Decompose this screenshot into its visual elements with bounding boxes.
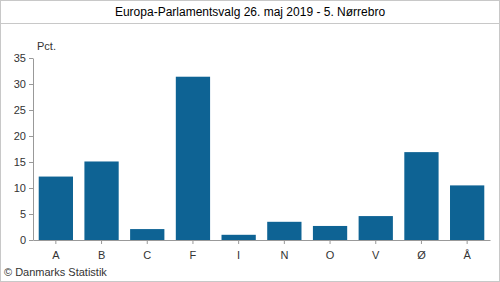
x-tick-label: V (372, 249, 380, 261)
y-axis-title: Pct. (37, 40, 56, 52)
y-tick: 35 (14, 52, 33, 64)
x-tick: O (326, 240, 335, 261)
x-tick-mark (467, 240, 468, 244)
x-tick-label: A (52, 249, 60, 261)
y-tick: 20 (14, 130, 33, 142)
x-tick-mark (101, 240, 102, 244)
y-tick-mark (29, 136, 33, 137)
y-tick-label: 0 (20, 234, 26, 246)
title-rule (0, 23, 500, 24)
x-tick-mark (421, 240, 422, 244)
bar (39, 177, 73, 240)
x-tick: C (143, 240, 151, 261)
y-tick: 5 (20, 208, 33, 220)
x-tick-label: B (98, 249, 105, 261)
x-tick: B (98, 240, 105, 261)
bar (313, 226, 347, 240)
x-tick: I (237, 240, 240, 261)
y-tick-mark (29, 240, 33, 241)
plot: 0 5 10 15 20 25 30 35 A B C F I N O V Ø Å (14, 52, 491, 261)
bar (404, 152, 438, 240)
y-axis: 0 5 10 15 20 25 30 35 (14, 52, 34, 246)
x-tick-label: C (143, 249, 151, 261)
x-tick: A (52, 240, 60, 261)
y-tick-label: 20 (14, 130, 26, 142)
x-tick-label: F (190, 249, 197, 261)
y-tick-label: 35 (14, 52, 26, 64)
bar (359, 216, 393, 240)
bar (176, 77, 210, 240)
bar (130, 229, 164, 240)
y-tick: 30 (14, 78, 33, 90)
x-axis: ABCFINOVØÅ (34, 240, 491, 261)
chart: Europa-Parlamentsvalg 26. maj 2019 - 5. … (0, 0, 500, 282)
bar (84, 161, 118, 240)
x-tick-mark (238, 240, 239, 244)
y-tick-mark (29, 214, 33, 215)
x-tick-mark (55, 240, 56, 244)
x-tick: Å (463, 240, 471, 261)
bar (450, 185, 484, 240)
x-tick: V (372, 240, 380, 261)
y-tick-mark (29, 188, 33, 189)
x-tick: N (280, 240, 288, 261)
y-tick-label: 25 (14, 104, 26, 116)
y-tick-label: 15 (14, 156, 26, 168)
y-tick-mark (29, 110, 33, 111)
frame (1, 1, 500, 282)
x-tick: F (190, 240, 197, 261)
y-tick: 10 (14, 182, 33, 194)
x-tick-mark (375, 240, 376, 244)
bar (267, 222, 301, 240)
x-tick-label: Å (463, 249, 471, 261)
x-tick: Ø (417, 240, 426, 261)
x-tick-label: I (237, 249, 240, 261)
y-axis-line (33, 59, 34, 241)
x-tick-mark (330, 240, 331, 244)
x-tick-label: Ø (417, 249, 426, 261)
bars (39, 77, 485, 240)
y-tick-label: 5 (20, 208, 26, 220)
bar (222, 235, 256, 240)
x-tick-mark (284, 240, 285, 244)
y-tick-label: 30 (14, 78, 26, 90)
y-tick: 25 (14, 104, 33, 116)
x-tick-label: N (280, 249, 288, 261)
y-tick-mark (29, 162, 33, 163)
title: Europa-Parlamentsvalg 26. maj 2019 - 5. … (115, 5, 385, 19)
y-tick: 0 (20, 234, 33, 246)
x-tick-mark (192, 240, 193, 244)
source: © Danmarks Statistik (4, 266, 107, 278)
y-tick-mark (29, 84, 33, 85)
x-tick-label: O (326, 249, 335, 261)
y-tick-mark (29, 58, 33, 59)
y-tick: 15 (14, 156, 33, 168)
x-tick-mark (147, 240, 148, 244)
y-tick-label: 10 (14, 182, 26, 194)
